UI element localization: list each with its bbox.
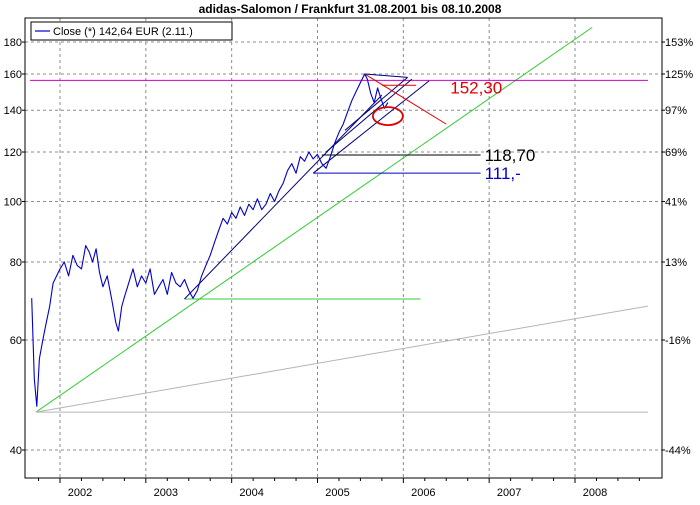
chart-title: adidas-Salomon / Frankfurt 31.08.2001 bi…	[199, 2, 502, 16]
highlight-ellipse	[371, 106, 404, 126]
price-series	[31, 73, 389, 407]
y-tick-label: 180	[4, 37, 22, 49]
y-tick-label: 100	[4, 196, 22, 208]
y2-tick-label: 13%	[665, 257, 687, 269]
y2-tick-label: 69%	[665, 147, 687, 159]
y2-tick-label: 97%	[665, 105, 687, 117]
trend-line	[35, 26, 593, 413]
x-tick-label: 2003	[154, 487, 178, 499]
legend: Close (*) 142,64 EUR (2.11.)	[30, 21, 233, 41]
legend-box	[30, 21, 233, 41]
price-annotation: 118,70	[485, 146, 536, 165]
trend-line	[364, 73, 408, 78]
x-tick-label: 2005	[325, 487, 349, 499]
y-tick-label: 60	[10, 335, 22, 347]
price-annotation: 111,-	[485, 164, 521, 183]
y2-tick-label: 41%	[665, 196, 687, 208]
price-annotation: 152,30	[450, 78, 502, 97]
trend-line	[364, 73, 447, 125]
y-tick-label: 120	[4, 147, 22, 159]
trend-line	[325, 78, 413, 153]
x-tick-label: 2006	[411, 487, 435, 499]
y-tick-label: 80	[10, 257, 22, 269]
y2-tick-label: 125%	[665, 69, 693, 81]
trend-line	[344, 77, 408, 131]
x-tick-label: 2004	[239, 487, 263, 499]
close-price-line	[31, 73, 389, 407]
grid-lines	[25, 18, 662, 478]
legend-label: Close (*) 142,64 EUR (2.11.)	[53, 26, 193, 38]
axes: 40 60 80 100 120 140 160 180 153% 125% 97% 69% 41% 13…	[4, 37, 694, 499]
y2-tick-label: 153%	[665, 37, 693, 49]
trend-lines	[29, 26, 649, 413]
x-tick-label: 2008	[583, 487, 607, 499]
x-tick-label: 2007	[497, 487, 521, 499]
trend-line	[35, 305, 649, 413]
trend-line	[184, 94, 383, 300]
plot-frame	[24, 17, 663, 479]
y-tick-label: 160	[4, 69, 22, 81]
y-tick-label: 40	[10, 445, 22, 457]
trend-line	[312, 80, 430, 174]
y2-tick-label: -44%	[665, 445, 691, 457]
x-tick-label: 2002	[68, 487, 92, 499]
y-tick-label: 140	[4, 105, 22, 117]
y2-tick-label: -16%	[665, 335, 691, 347]
